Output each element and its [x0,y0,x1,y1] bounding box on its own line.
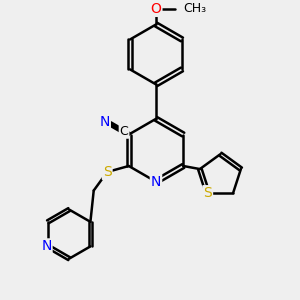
Text: C: C [120,125,128,138]
Text: N: N [41,239,52,254]
Text: S: S [103,165,112,179]
Text: CH₃: CH₃ [183,2,206,15]
Text: N: N [151,175,161,189]
Text: N: N [100,115,110,129]
Text: O: O [151,2,161,16]
Text: S: S [203,186,212,200]
